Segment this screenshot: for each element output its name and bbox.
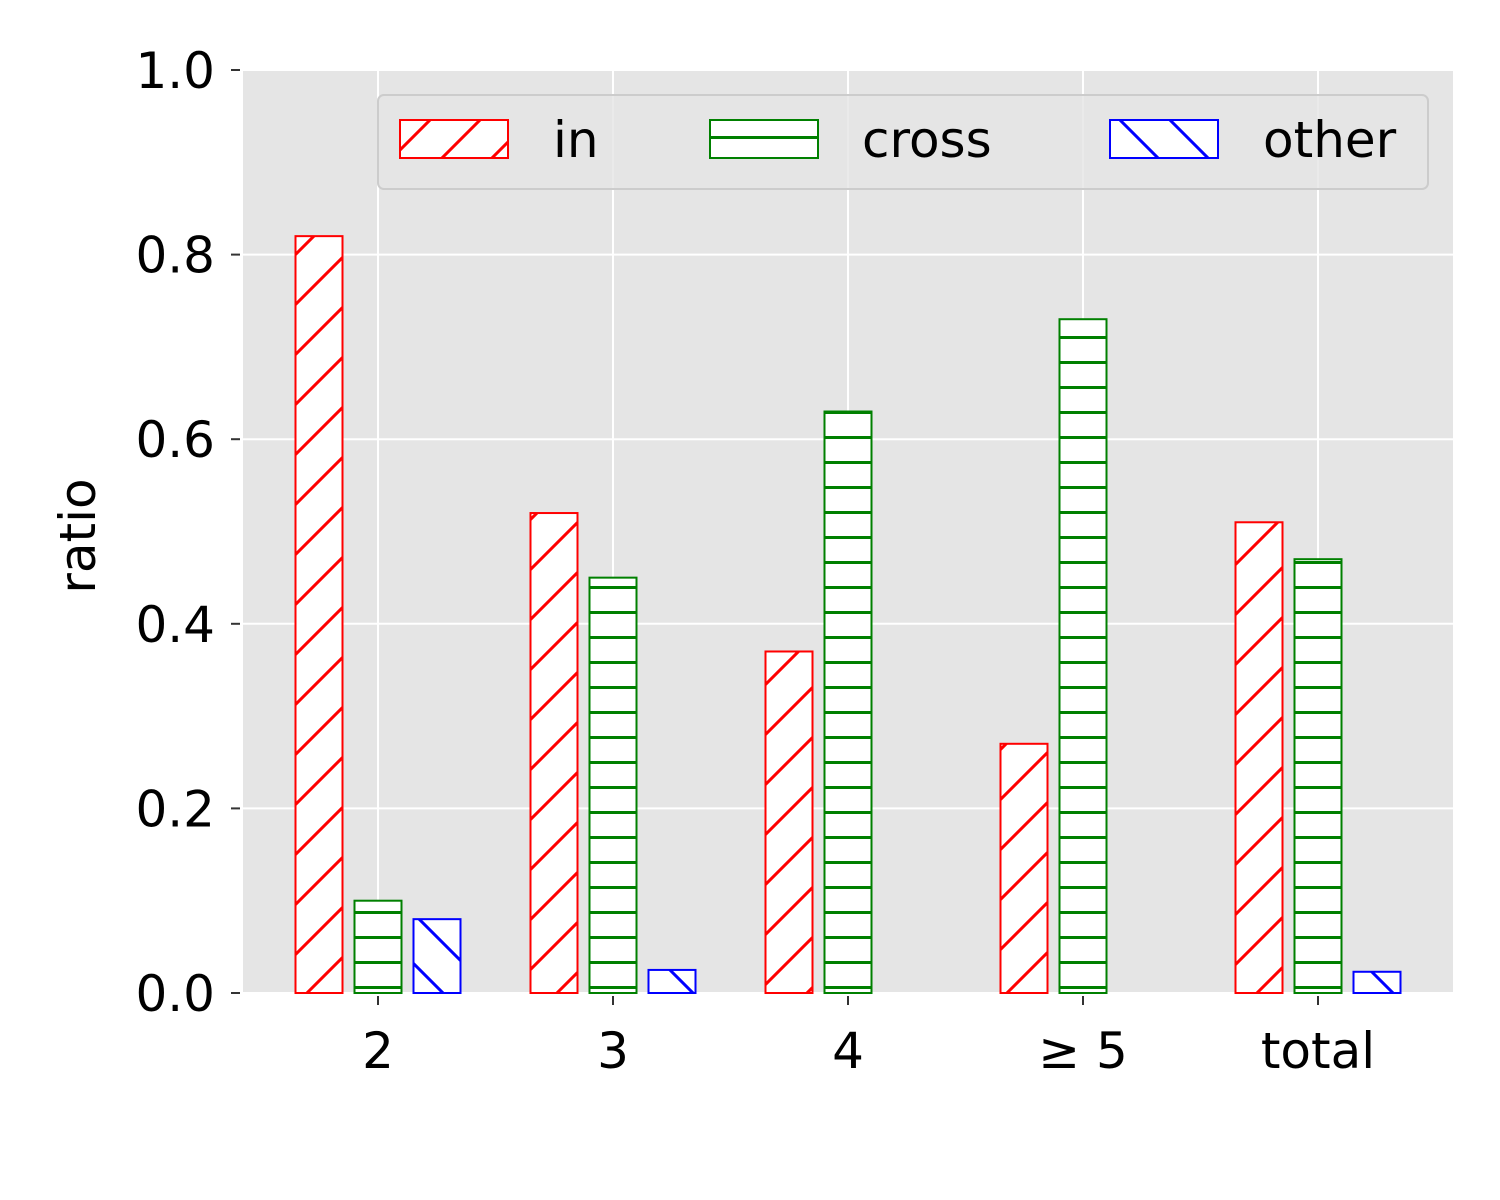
legend-swatch-cross <box>709 119 819 159</box>
bars-group <box>294 235 1402 995</box>
legend-label-other: other <box>1263 111 1397 169</box>
bar-in <box>999 742 1049 994</box>
x-tick-label: 4 <box>832 1022 864 1080</box>
bar-cross <box>823 410 873 994</box>
y-tick-label: 0.4 <box>135 596 215 654</box>
bar-other <box>647 968 697 994</box>
y-tick-label: 0.2 <box>135 780 215 838</box>
x-tick-label: ≥ 5 <box>1038 1022 1128 1080</box>
bar-in <box>294 235 344 994</box>
y-axis-label: ratio <box>49 478 107 593</box>
bar-cross <box>1293 558 1343 994</box>
legend-label-cross: cross <box>862 111 992 169</box>
legend: in cross other <box>377 94 1429 190</box>
x-tick-label: 3 <box>597 1022 629 1080</box>
legend-label-in: in <box>553 111 599 169</box>
legend-swatch-other <box>1109 119 1219 159</box>
y-tick-label: 0.8 <box>135 227 215 285</box>
bar-other <box>412 918 462 994</box>
bar-cross <box>588 576 638 995</box>
y-tick-label: 0.6 <box>135 411 215 469</box>
bar-in <box>1234 521 1284 995</box>
legend-swatch-in <box>399 119 509 159</box>
y-tick-label: 1.0 <box>135 42 215 100</box>
legend-box <box>377 94 1429 190</box>
y-axis: 0.0 0.2 0.4 0.6 0.8 1.0 <box>135 42 240 1023</box>
bar-in <box>764 650 814 994</box>
x-tick-label: total <box>1261 1022 1375 1080</box>
bar-cross <box>1058 318 1108 994</box>
bar-other <box>1352 970 1402 994</box>
y-tick-label: 0.0 <box>135 965 215 1023</box>
bar-in <box>529 512 579 994</box>
x-tick-label: 2 <box>362 1022 394 1080</box>
x-axis: 2 3 4 ≥ 5 total <box>362 996 1375 1080</box>
bar-cross <box>353 899 403 995</box>
